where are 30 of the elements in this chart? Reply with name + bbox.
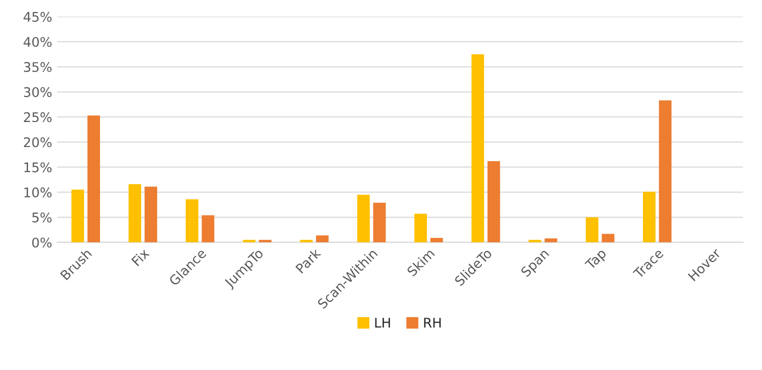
bar (586, 217, 598, 242)
y-tick-label: 35% (24, 62, 52, 72)
bar (128, 184, 142, 242)
y-tick-label: 25% (24, 112, 52, 122)
y-tick-label: 40% (24, 36, 52, 47)
x-tick-label: Fix (130, 248, 150, 266)
bar (316, 235, 329, 242)
bar (87, 115, 100, 242)
bar (373, 202, 386, 242)
bar (487, 161, 500, 242)
y-tick-label: 15% (24, 162, 52, 172)
bar (144, 186, 158, 242)
y-tick-label: 10% (24, 187, 52, 198)
bar (202, 215, 214, 242)
legend-label: LH (375, 318, 390, 328)
y-tick-label: 5% (32, 212, 52, 222)
legend-label: RH (424, 318, 441, 328)
y-tick-label: 30% (24, 87, 52, 98)
bar (71, 190, 84, 242)
bar (186, 199, 198, 242)
bar (414, 214, 427, 242)
y-tick-label: 45% (24, 12, 52, 22)
x-tick-label: Tap (584, 248, 609, 272)
bar (642, 192, 656, 242)
bar (658, 100, 672, 242)
y-tick-label: 0% (32, 238, 52, 248)
bar (602, 234, 614, 242)
y-tick-label: 20% (24, 137, 52, 148)
bar (357, 194, 370, 242)
bar (471, 54, 484, 242)
